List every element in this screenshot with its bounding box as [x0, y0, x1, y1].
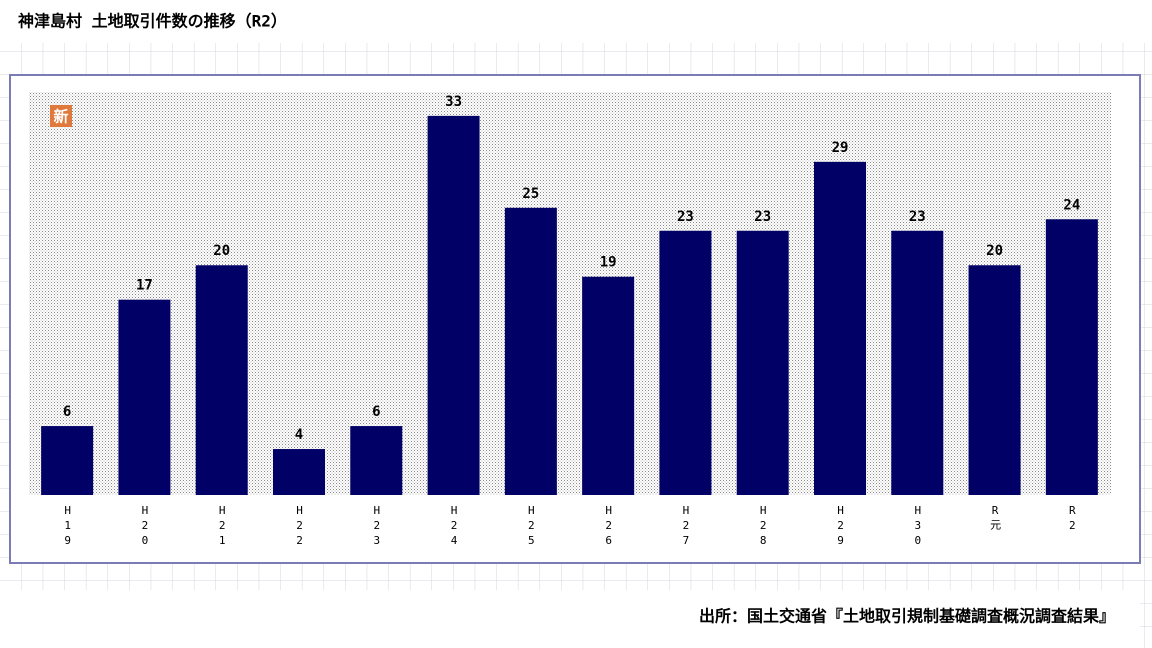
bar [814, 161, 866, 495]
bar [736, 230, 789, 496]
bar [659, 230, 712, 496]
value-label: 33 [445, 94, 462, 110]
chart-title: 神津島村 土地取引件数の推移（R2） [18, 12, 287, 31]
x-tick-label: H19 [61, 504, 74, 549]
x-tick-label: H22 [293, 504, 306, 549]
value-label: 4 [295, 427, 303, 443]
x-tick-label: H28 [757, 504, 770, 549]
bar [195, 265, 248, 495]
bar [118, 299, 171, 495]
value-label: 20 [213, 243, 230, 259]
bar [891, 230, 944, 496]
source: 出所：国土交通省『土地取引規制基礎調査概況調査結果』 [699, 607, 1115, 626]
x-tick-label: H24 [448, 504, 461, 549]
x-tick-label: H27 [679, 504, 692, 549]
bar [273, 449, 325, 495]
badge: 新 [53, 108, 68, 126]
title-band [0, 0, 1140, 43]
x-tick-label: H23 [370, 504, 383, 549]
bar [582, 276, 635, 495]
x-tick-label: H26 [602, 504, 615, 549]
bar [1045, 219, 1098, 495]
value-label: 6 [372, 404, 380, 420]
x-tick-label: H21 [216, 504, 229, 549]
value-label: 23 [677, 209, 694, 225]
x-tick-label: R元 [989, 504, 1002, 532]
value-label: 23 [909, 209, 926, 225]
bar [968, 265, 1021, 495]
bar [41, 426, 94, 495]
bar [350, 426, 403, 495]
value-label: 17 [136, 278, 153, 294]
bar [427, 115, 480, 496]
badge-box [50, 105, 72, 127]
value-label: 6 [63, 404, 71, 420]
x-tick-label: H25 [525, 504, 538, 549]
x-tick-label: H20 [138, 504, 151, 549]
value-label: 24 [1063, 197, 1080, 213]
value-label: 19 [600, 255, 617, 271]
x-tick-label: H29 [834, 504, 847, 549]
x-tick-label: H30 [911, 504, 924, 549]
value-label: 25 [522, 186, 539, 202]
bar [504, 207, 557, 495]
value-label: 23 [754, 209, 771, 225]
value-label: 29 [832, 140, 849, 156]
value-label: 20 [986, 243, 1003, 259]
plot-area [29, 92, 1111, 495]
x-tick-label: R2 [1066, 504, 1079, 534]
source-band [0, 590, 1140, 648]
